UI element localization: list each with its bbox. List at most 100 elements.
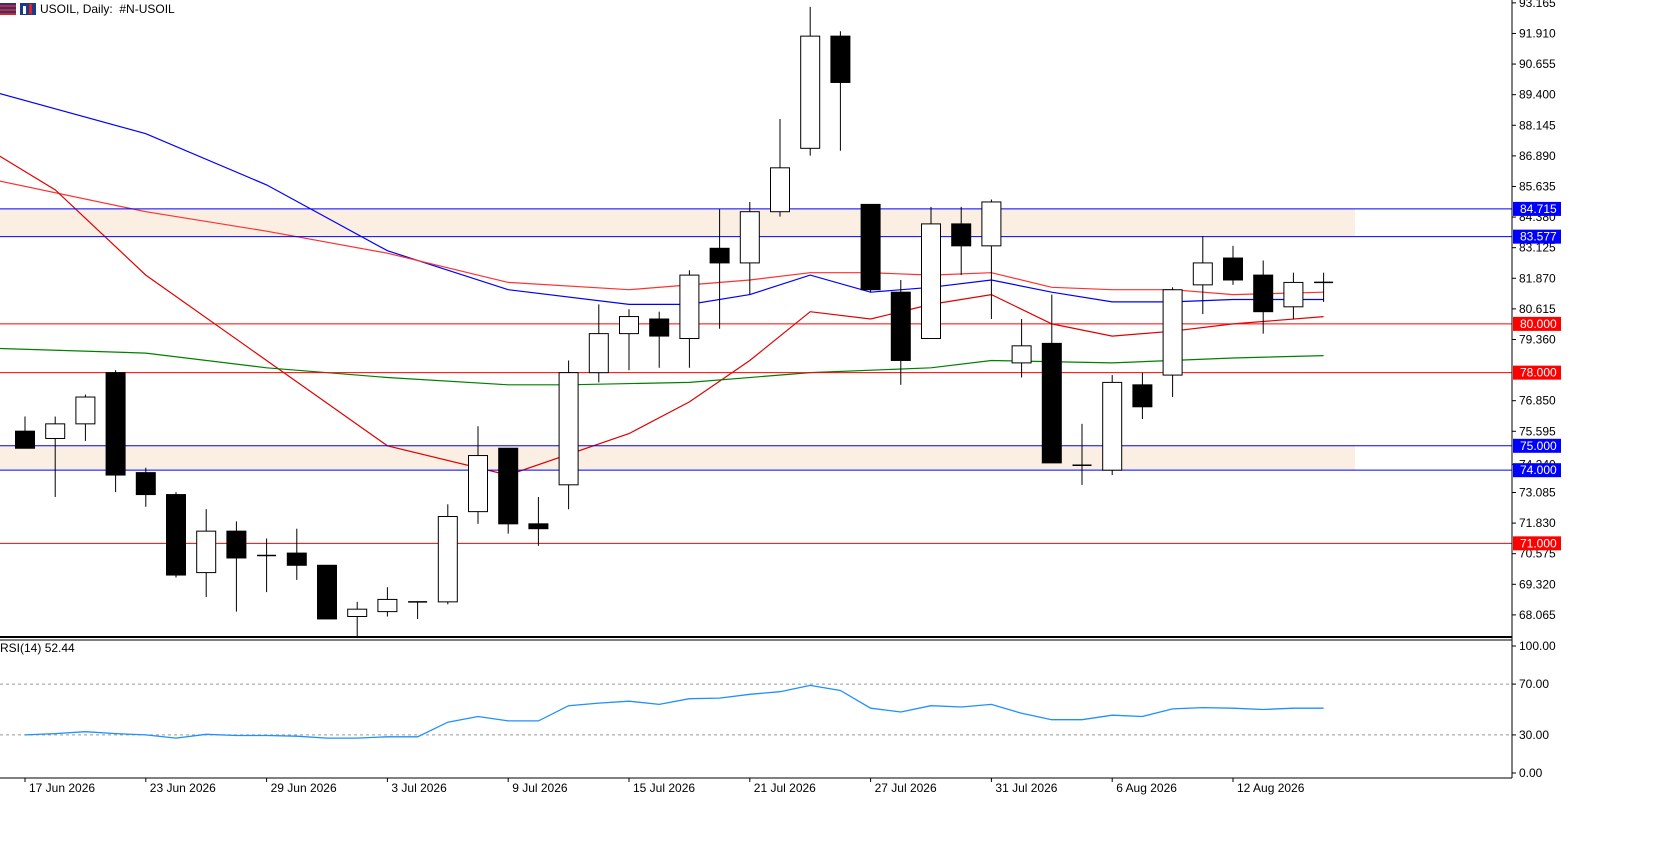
time-tick-label: 23 Jun 2026	[150, 781, 216, 795]
header-instrument: #N-USOIL	[119, 2, 175, 16]
price-tick-label: 91.910	[1519, 26, 1556, 40]
candle-body[interactable]	[981, 201, 1002, 247]
candle-body[interactable]	[770, 167, 790, 213]
candle-body[interactable]	[135, 472, 156, 496]
level-tag	[1513, 316, 1561, 331]
level-tag	[1513, 229, 1561, 244]
rsi-tick-label: 0.00	[1519, 766, 1543, 780]
price-tick-label: 79.360	[1519, 332, 1556, 346]
candle-body[interactable]	[1011, 345, 1032, 364]
level-tag-label: 84.715	[1520, 202, 1557, 216]
level-tag	[1513, 201, 1561, 216]
level-tag	[1513, 365, 1561, 380]
level-tag-label: 75.000	[1520, 439, 1557, 453]
candle-body[interactable]	[226, 530, 247, 559]
rsi-tick-label: 70.00	[1519, 677, 1549, 691]
candle-body[interactable]	[1132, 384, 1153, 408]
header-timeframe: Daily	[82, 2, 110, 16]
price-tick-label: 75.595	[1519, 424, 1556, 438]
price-tick-label: 71.830	[1519, 516, 1556, 530]
level-tag	[1513, 463, 1561, 478]
moving-average-line	[0, 347, 1324, 386]
support-resistance-zone	[0, 445, 1355, 471]
candle-body[interactable]	[166, 494, 186, 576]
price-tick-label: 88.145	[1519, 118, 1556, 132]
level-tag-label: 78.000	[1520, 366, 1557, 380]
candle-body[interactable]	[558, 372, 579, 486]
candle-body[interactable]	[1253, 274, 1274, 313]
rsi-line	[24, 684, 1324, 739]
level-tag	[1513, 438, 1561, 453]
candle-body[interactable]	[498, 447, 519, 525]
candle-body[interactable]	[45, 423, 66, 439]
candle-body[interactable]	[468, 455, 488, 513]
rsi-tick-label: 100.00	[1519, 639, 1556, 653]
price-tick-label: 73.085	[1519, 485, 1556, 499]
candle-body[interactable]	[528, 523, 549, 530]
price-tick-label: 83.125	[1519, 241, 1556, 255]
candle-body[interactable]	[921, 223, 941, 340]
candle-body[interactable]	[709, 247, 730, 264]
price-tick-label: 80.615	[1519, 302, 1556, 316]
moving-average-line	[0, 93, 1324, 305]
price-tick-label: 93.165	[1519, 0, 1556, 10]
time-tick-label: 3 Jul 2026	[391, 781, 447, 795]
level-tag-label: 83.577	[1520, 230, 1557, 244]
candle-body[interactable]	[437, 516, 458, 603]
candle-body[interactable]	[377, 598, 398, 613]
price-tick-label: 81.870	[1519, 271, 1556, 285]
price-tick-label: 69.320	[1519, 577, 1556, 591]
level-tag	[1513, 536, 1561, 551]
candle-body[interactable]	[196, 530, 217, 574]
candle-body[interactable]	[679, 274, 700, 340]
time-tick-label: 27 Jul 2026	[875, 781, 937, 795]
chart-bars-icon[interactable]	[20, 3, 36, 15]
candle-body[interactable]	[830, 35, 851, 83]
rsi-tick-label: 30.00	[1519, 728, 1549, 742]
time-tick-label: 21 Jul 2026	[754, 781, 816, 795]
candle-body[interactable]	[105, 372, 126, 476]
candle-body[interactable]	[1162, 289, 1183, 376]
candle-body[interactable]	[619, 316, 639, 335]
candle-body[interactable]	[347, 608, 368, 617]
candle-body[interactable]	[890, 291, 911, 361]
time-tick-label: 17 Jun 2026	[29, 781, 95, 795]
price-tick-label: 85.635	[1519, 179, 1556, 193]
candle-body[interactable]	[649, 318, 670, 337]
time-tick-label: 12 Aug 2026	[1237, 781, 1305, 795]
candle-body[interactable]	[951, 223, 972, 247]
price-tick-label: 89.400	[1519, 88, 1556, 102]
level-tag-label: 71.000	[1520, 536, 1557, 550]
flag-icon[interactable]	[0, 3, 16, 15]
candle-body[interactable]	[286, 552, 307, 566]
candle-body[interactable]	[860, 203, 881, 291]
time-tick-label: 29 Jun 2026	[271, 781, 337, 795]
candle-body[interactable]	[15, 430, 35, 449]
candle-body[interactable]	[739, 211, 760, 264]
support-resistance-zone	[0, 208, 1355, 237]
candle-body[interactable]	[1102, 381, 1123, 471]
rsi-value: 52.44	[44, 641, 75, 655]
price-tick-label: 68.065	[1519, 608, 1556, 622]
price-tick-label: 86.890	[1519, 149, 1556, 163]
level-tag-label: 74.000	[1520, 463, 1557, 477]
candle-body[interactable]	[800, 35, 821, 149]
candle-body[interactable]	[75, 396, 96, 425]
candle-body[interactable]	[317, 564, 337, 620]
candle-body[interactable]	[1283, 281, 1304, 308]
time-tick-label: 15 Jul 2026	[633, 781, 695, 795]
time-tick-label: 6 Aug 2026	[1116, 781, 1177, 795]
time-tick-label: 31 Jul 2026	[995, 781, 1057, 795]
price-tick-label: 90.655	[1519, 57, 1556, 71]
header-symbol: USOIL	[40, 2, 77, 16]
candle-body[interactable]	[588, 333, 609, 374]
rsi-label: RSI(14) 52.44	[0, 641, 75, 655]
time-tick-label: 9 Jul 2026	[512, 781, 568, 795]
candle-body[interactable]	[1192, 262, 1213, 286]
moving-average-line	[0, 180, 1324, 296]
level-tag-label: 80.000	[1520, 317, 1557, 331]
price-tick-label: 76.850	[1519, 394, 1556, 408]
candle-body[interactable]	[1041, 342, 1062, 464]
candle-body[interactable]	[1223, 257, 1243, 281]
